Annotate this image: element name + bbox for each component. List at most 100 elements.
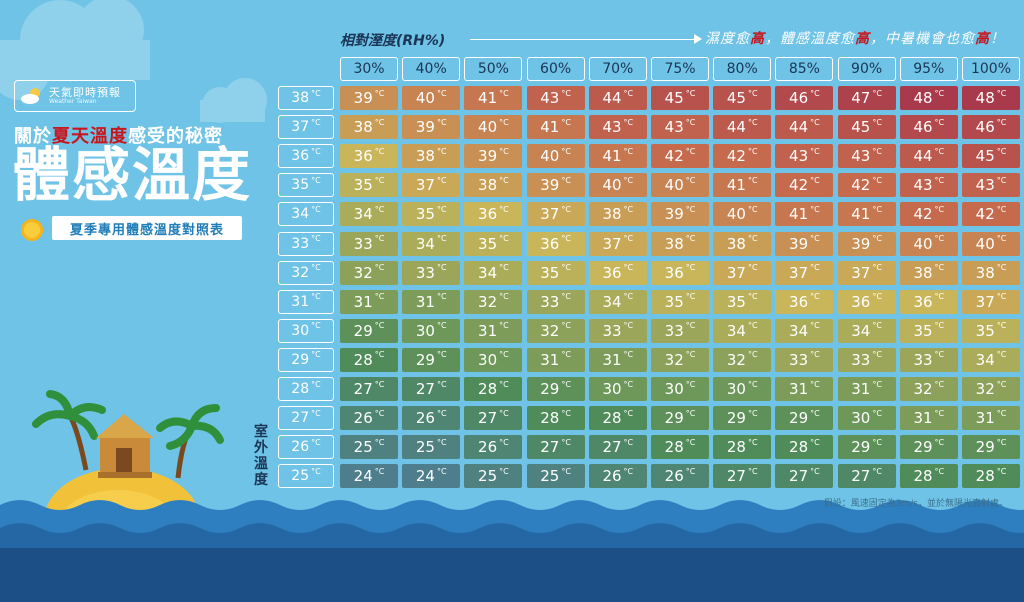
heat-index-cell: 35 °C (402, 202, 461, 227)
heat-index-cell: 29 °C (651, 406, 709, 431)
heat-index-cell: 32 °C (962, 377, 1020, 401)
humidity-header: 80% (713, 57, 772, 81)
temperature-header: 31 °C (278, 289, 334, 314)
humidity-header: 60% (526, 57, 585, 81)
heat-index-cell: 36 °C (775, 289, 834, 314)
heat-index-cell: 42 °C (775, 173, 834, 198)
heat-index-cell: 28 °C (899, 464, 958, 489)
heat-index-cell: 39 °C (464, 144, 523, 169)
heat-index-cell: 39 °C (837, 231, 896, 256)
temperature-header: 28 °C (278, 377, 334, 401)
humidity-header: 70% (588, 57, 647, 81)
heat-index-cell: 43 °C (651, 115, 709, 140)
heat-index-cell: 35 °C (464, 231, 523, 256)
heat-index-cell: 25 °C (402, 435, 461, 460)
heat-index-cell: 31 °C (837, 377, 896, 401)
heat-index-cell: 38 °C (651, 231, 709, 256)
heat-index-cell: 29 °C (775, 406, 834, 431)
heat-index-cell: 36 °C (651, 260, 709, 285)
heat-index-cell: 30 °C (588, 377, 647, 401)
heat-index-cell: 34 °C (402, 231, 461, 256)
heat-index-cell: 37 °C (962, 289, 1020, 314)
heat-index-cell: 38 °C (588, 202, 647, 227)
temperature-header: 30 °C (278, 318, 334, 343)
heat-index-cell: 39 °C (402, 115, 461, 140)
weather-cloud-icon (21, 88, 40, 104)
heat-index-cell: 26 °C (340, 406, 398, 431)
temperature-header: 27 °C (278, 406, 334, 431)
heat-index-cell: 30 °C (713, 377, 772, 401)
heat-index-cell: 26 °C (464, 435, 523, 460)
heat-index-cell: 28 °C (526, 406, 585, 431)
heat-index-cell: 37 °C (588, 231, 647, 256)
humidity-header: 95% (899, 57, 958, 81)
heat-index-cell: 27 °C (775, 464, 834, 489)
heat-index-cell: 35 °C (713, 289, 772, 314)
x-axis-label: 相對溼度(RH%) (340, 33, 446, 49)
heat-index-cell: 37 °C (402, 173, 461, 198)
heat-index-cell: 44 °C (775, 115, 834, 140)
heat-index-cell: 41 °C (713, 173, 772, 198)
brand-name: 天氣即時預報 (49, 86, 121, 100)
heat-index-cell: 37 °C (775, 260, 834, 285)
heat-index-cell: 41 °C (837, 202, 896, 227)
humidity-header: 100% (962, 57, 1020, 81)
heat-index-cell: 27 °C (526, 435, 585, 460)
heat-index-cell: 27 °C (464, 406, 523, 431)
heat-index-cell: 36 °C (526, 231, 585, 256)
heat-index-cell: 27 °C (837, 464, 896, 489)
heat-index-cell: 41 °C (526, 115, 585, 140)
heat-index-cell: 43 °C (899, 173, 958, 198)
heat-index-cell: 42 °C (837, 173, 896, 198)
temperature-header: 35 °C (278, 173, 334, 198)
heat-index-cell: 26 °C (651, 464, 709, 489)
humidity-header: 50% (464, 57, 523, 81)
heat-index-cell: 37 °C (837, 260, 896, 285)
heat-index-cell: 35 °C (899, 318, 958, 343)
heat-index-cell: 43 °C (837, 144, 896, 169)
heat-index-cell: 42 °C (962, 202, 1020, 227)
heat-index-cell: 35 °C (526, 260, 585, 285)
heat-index-cell: 42 °C (651, 144, 709, 169)
temperature-header: 34 °C (278, 202, 334, 227)
heat-index-cell: 29 °C (837, 435, 896, 460)
heat-index-cell: 34 °C (775, 318, 834, 343)
heat-index-cell: 29 °C (962, 435, 1020, 460)
heat-index-cell: 38 °C (464, 173, 523, 198)
heat-index-cell: 31 °C (899, 406, 958, 431)
heat-index-cell: 32 °C (713, 347, 772, 372)
heat-index-cell: 26 °C (402, 406, 461, 431)
heat-index-cell: 27 °C (713, 464, 772, 489)
heat-index-cell: 33 °C (651, 318, 709, 343)
heat-index-cell: 33 °C (899, 347, 958, 372)
heat-index-cell: 34 °C (837, 318, 896, 343)
heat-index-cell: 40 °C (402, 86, 461, 110)
heat-index-cell: 29 °C (713, 406, 772, 431)
heat-index-cell: 46 °C (899, 115, 958, 140)
heat-index-cell: 24 °C (340, 464, 398, 489)
heat-index-cell: 42 °C (899, 202, 958, 227)
heat-index-cell: 28 °C (775, 435, 834, 460)
heat-index-cell: 33 °C (775, 347, 834, 372)
heat-index-cell: 48 °C (899, 86, 958, 110)
heat-index-cell: 32 °C (340, 260, 398, 285)
humidity-header: 30% (340, 57, 398, 81)
humidity-header: 75% (651, 57, 709, 81)
heat-index-cell: 28 °C (962, 464, 1020, 489)
heat-index-cell: 34 °C (962, 347, 1020, 372)
heat-index-cell: 32 °C (651, 347, 709, 372)
heat-index-cell: 32 °C (526, 318, 585, 343)
heat-index-cell: 43 °C (775, 144, 834, 169)
heat-index-cell: 41 °C (464, 86, 523, 110)
arrow-line (470, 39, 698, 40)
heat-index-cell: 40 °C (464, 115, 523, 140)
heat-index-cell: 42 °C (713, 144, 772, 169)
headline: 關於夏天溫度感受的秘密 (14, 126, 223, 147)
heat-index-cell: 32 °C (464, 289, 523, 314)
footnote: 假設：風速固定為3m/s，並於無陽光直射處。 (823, 499, 1008, 509)
heat-index-cell: 38 °C (899, 260, 958, 285)
heat-index-cell: 25 °C (526, 464, 585, 489)
temperature-header: 33 °C (278, 231, 334, 256)
heat-index-cell: 31 °C (526, 347, 585, 372)
